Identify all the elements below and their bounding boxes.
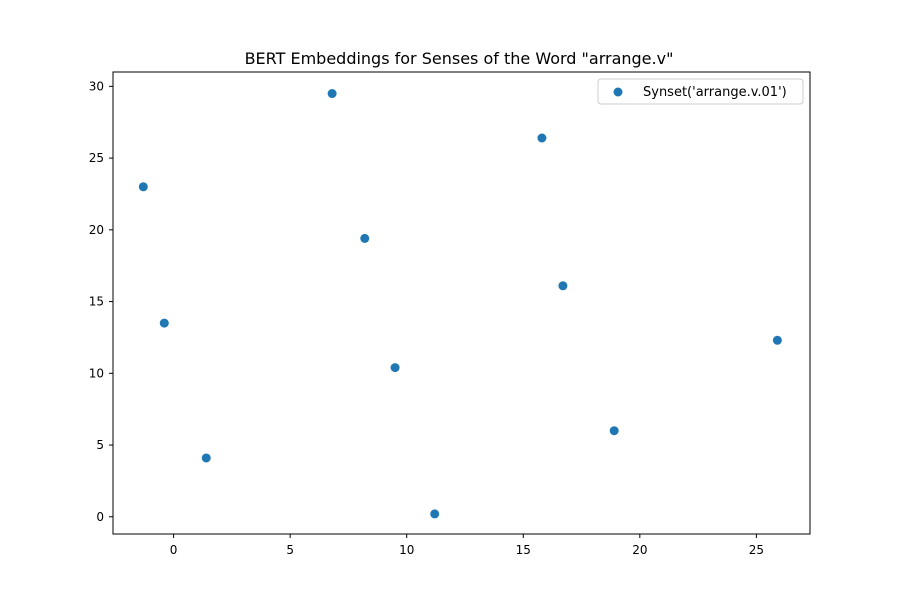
axis-ticks: 0 5 10 15 20 25 0 5 10 15 20 25 30 bbox=[89, 79, 764, 557]
scatter-point bbox=[430, 509, 440, 519]
scatter-point bbox=[558, 281, 568, 291]
x-tick-label: 0 bbox=[170, 543, 178, 557]
scatter-point bbox=[390, 363, 400, 373]
chart-title: BERT Embeddings for Senses of the Word "… bbox=[245, 49, 674, 68]
scatter-point bbox=[201, 453, 211, 463]
y-tick-label: 15 bbox=[89, 295, 104, 309]
scatter-point bbox=[138, 182, 148, 192]
legend-box bbox=[597, 78, 804, 105]
y-tick-label: 10 bbox=[89, 366, 104, 380]
x-tick-label: 10 bbox=[399, 543, 414, 557]
scatter-point bbox=[537, 133, 547, 143]
scatter-point bbox=[327, 89, 337, 99]
scatter-point bbox=[159, 318, 169, 328]
x-tick-label: 15 bbox=[516, 543, 531, 557]
scatter-point bbox=[360, 233, 370, 243]
y-tick-label: 5 bbox=[96, 438, 104, 452]
y-tick-label: 20 bbox=[89, 223, 104, 237]
y-tick-label: 25 bbox=[89, 151, 104, 165]
y-tick-label: 30 bbox=[89, 79, 104, 93]
x-tick-label: 5 bbox=[286, 543, 294, 557]
data-points bbox=[138, 89, 782, 519]
plot-area-frame bbox=[112, 71, 811, 535]
y-tick-label: 0 bbox=[96, 510, 104, 524]
scatter-point bbox=[772, 335, 782, 345]
legend: Synset('arrange.v.01') bbox=[597, 78, 804, 105]
legend-label: Synset('arrange.v.01') bbox=[643, 85, 787, 100]
x-tick-label: 25 bbox=[749, 543, 764, 557]
scatter-point bbox=[609, 426, 619, 436]
legend-marker bbox=[613, 87, 623, 97]
x-tick-label: 20 bbox=[632, 543, 647, 557]
